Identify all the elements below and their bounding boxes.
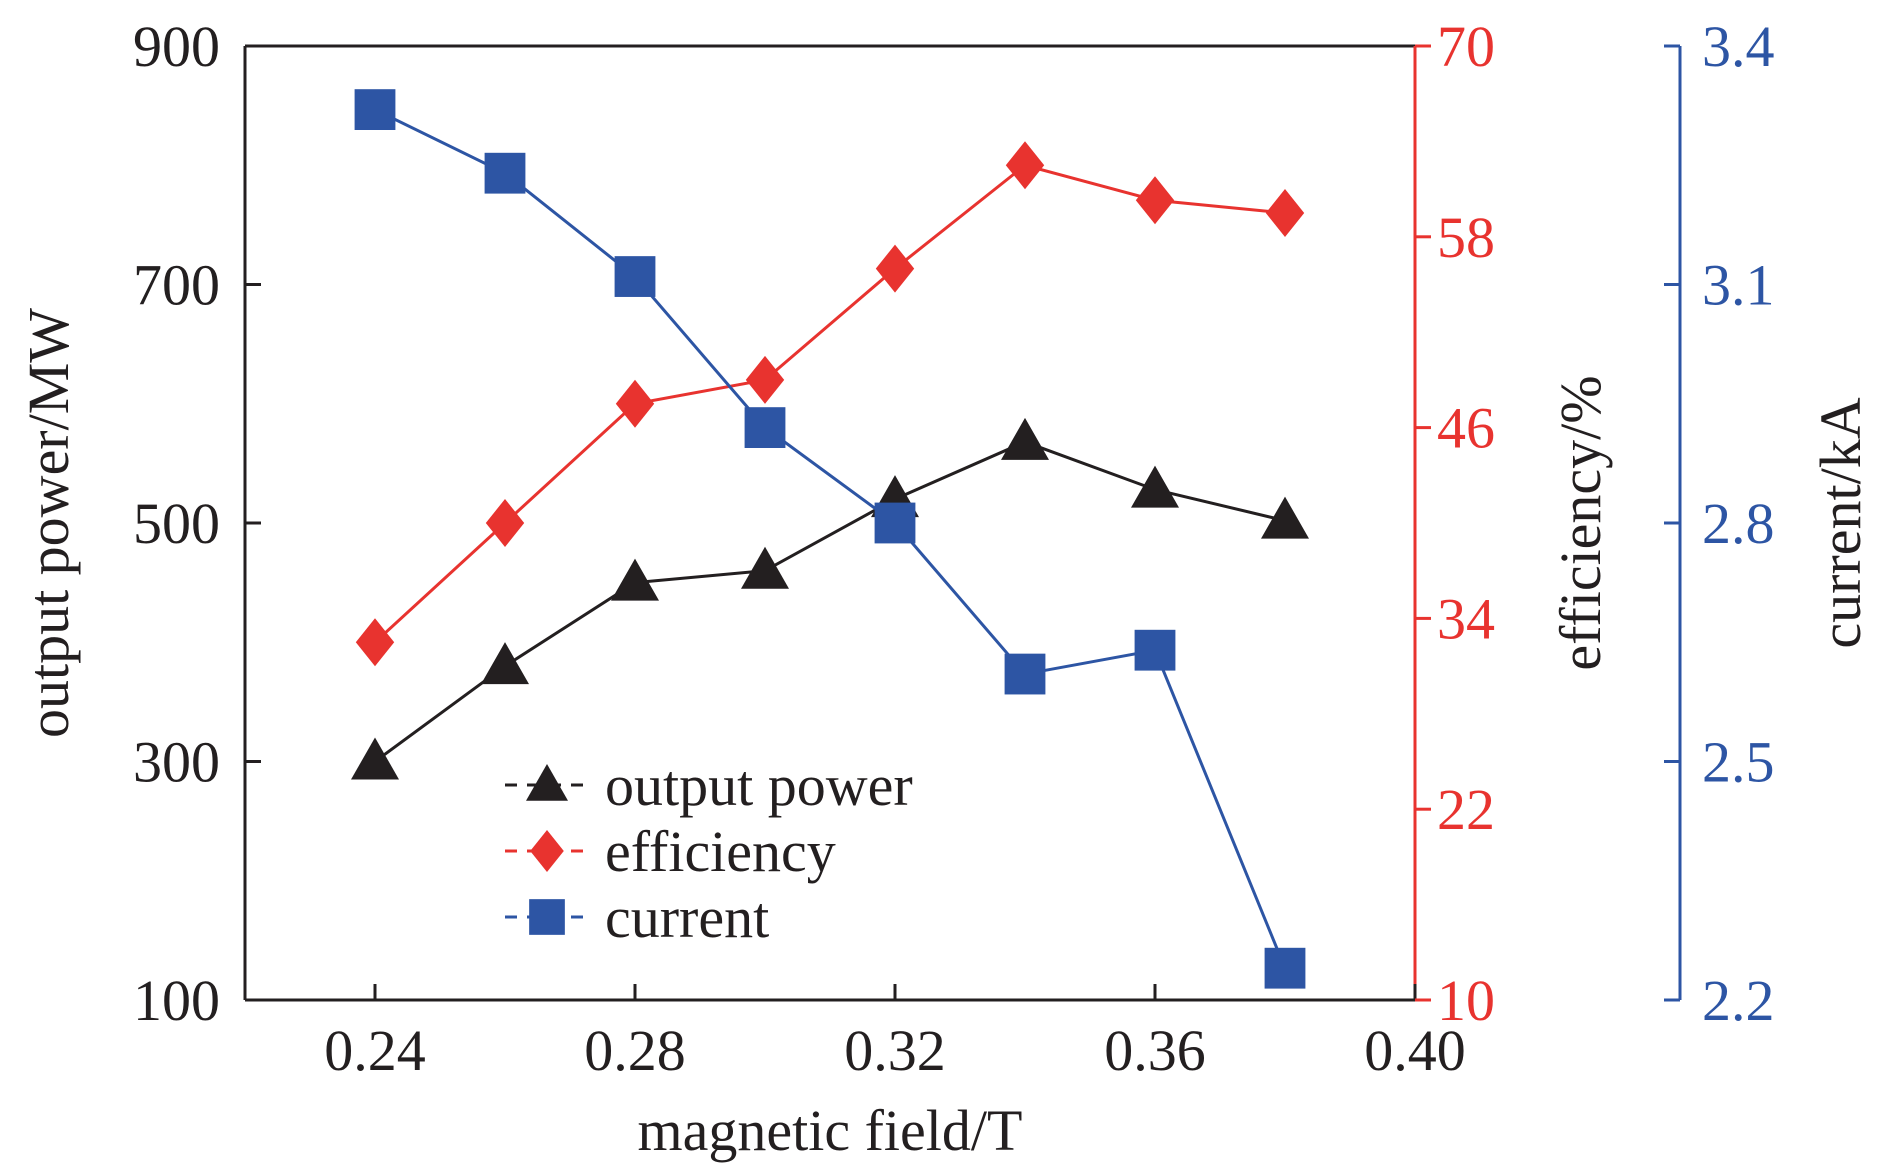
current-tick-label: 3.4 — [1702, 14, 1775, 79]
left-tick-label: 300 — [133, 730, 220, 795]
x-tick-label: 0.36 — [1104, 1018, 1206, 1083]
current-point — [484, 152, 526, 194]
output-power-point — [351, 737, 399, 780]
output-power-point — [1131, 465, 1179, 508]
x-tick-label: 0.24 — [324, 1018, 426, 1083]
left-tick-label: 100 — [133, 968, 220, 1033]
legend-output-power-marker — [526, 764, 568, 801]
efficiency-tick-label: 34 — [1437, 586, 1495, 651]
current-point — [354, 89, 396, 130]
current-tick-label: 2.5 — [1702, 730, 1775, 795]
output-power-point — [1261, 496, 1309, 539]
left-axis-label: output power/MW — [16, 308, 81, 738]
efficiency-point — [615, 379, 655, 428]
current-line — [374, 108, 1287, 969]
current-point — [1134, 629, 1176, 671]
x-tick-label: 0.32 — [844, 1018, 946, 1083]
efficiency-axis-label: efficiency/% — [1548, 375, 1613, 670]
output-power-point — [1001, 417, 1049, 460]
efficiency-point — [485, 499, 525, 547]
efficiency-line — [373, 163, 1286, 644]
efficiency-point — [1265, 188, 1305, 237]
efficiency-point — [745, 355, 785, 404]
x-tick-label: 0.28 — [584, 1018, 686, 1083]
output-power-line — [374, 440, 1286, 763]
output-power-point — [481, 642, 529, 685]
left-tick-label: 900 — [133, 14, 220, 79]
efficiency-tick-label: 10 — [1437, 968, 1495, 1033]
current-tick-label: 2.8 — [1702, 491, 1775, 556]
efficiency-tick-label: 70 — [1437, 14, 1495, 79]
current-point — [614, 256, 656, 297]
left-tick-label: 500 — [133, 491, 220, 556]
current-axis-label: current/kA — [1808, 397, 1873, 648]
legend-current-label: current — [605, 885, 769, 950]
efficiency-point — [1005, 141, 1045, 190]
current-point — [1004, 653, 1046, 695]
efficiency-tick-label: 22 — [1437, 777, 1495, 842]
legend-output-power-label: output power — [605, 753, 913, 818]
efficiency-point — [1135, 176, 1175, 225]
current-tick-label: 3.1 — [1702, 253, 1775, 318]
legend-efficiency-marker — [530, 830, 564, 872]
current-tick-label: 2.2 — [1702, 968, 1775, 1033]
x-tick-label: 0.40 — [1364, 1018, 1466, 1083]
efficiency-point — [875, 244, 915, 293]
efficiency-point — [355, 618, 395, 667]
efficiency-tick-label: 58 — [1437, 205, 1495, 270]
legend-current-marker — [529, 899, 565, 935]
current-point — [744, 407, 786, 448]
output-power-point — [741, 546, 789, 589]
current-point — [874, 502, 916, 544]
current-point — [1264, 947, 1306, 989]
efficiency-tick-label: 46 — [1437, 396, 1495, 461]
legend-efficiency-label: efficiency — [605, 819, 836, 884]
left-tick-label: 700 — [133, 253, 220, 318]
x-axis-label: magnetic field/T — [638, 1098, 1023, 1163]
output-power-point — [611, 558, 659, 601]
